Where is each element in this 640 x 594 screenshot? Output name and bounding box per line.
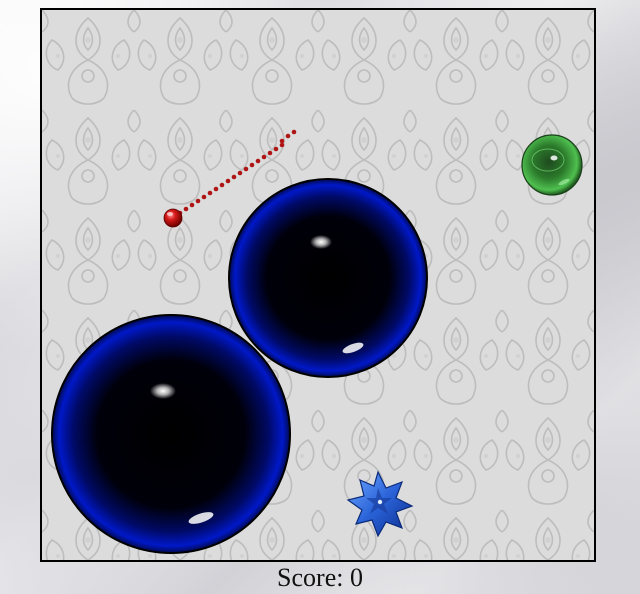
score-value: 0 bbox=[349, 563, 363, 592]
blue-star-pickup bbox=[346, 470, 414, 538]
aim-trail bbox=[177, 129, 297, 216]
score-label: Score: bbox=[277, 563, 344, 592]
blue-sphere-obstacle bbox=[51, 314, 291, 554]
green-target-orb bbox=[521, 134, 583, 196]
player-red-ball[interactable] bbox=[163, 208, 183, 228]
blue-sphere-obstacle bbox=[228, 178, 428, 378]
game-arena[interactable] bbox=[40, 8, 596, 562]
score-display: Score: 0 bbox=[0, 562, 640, 594]
